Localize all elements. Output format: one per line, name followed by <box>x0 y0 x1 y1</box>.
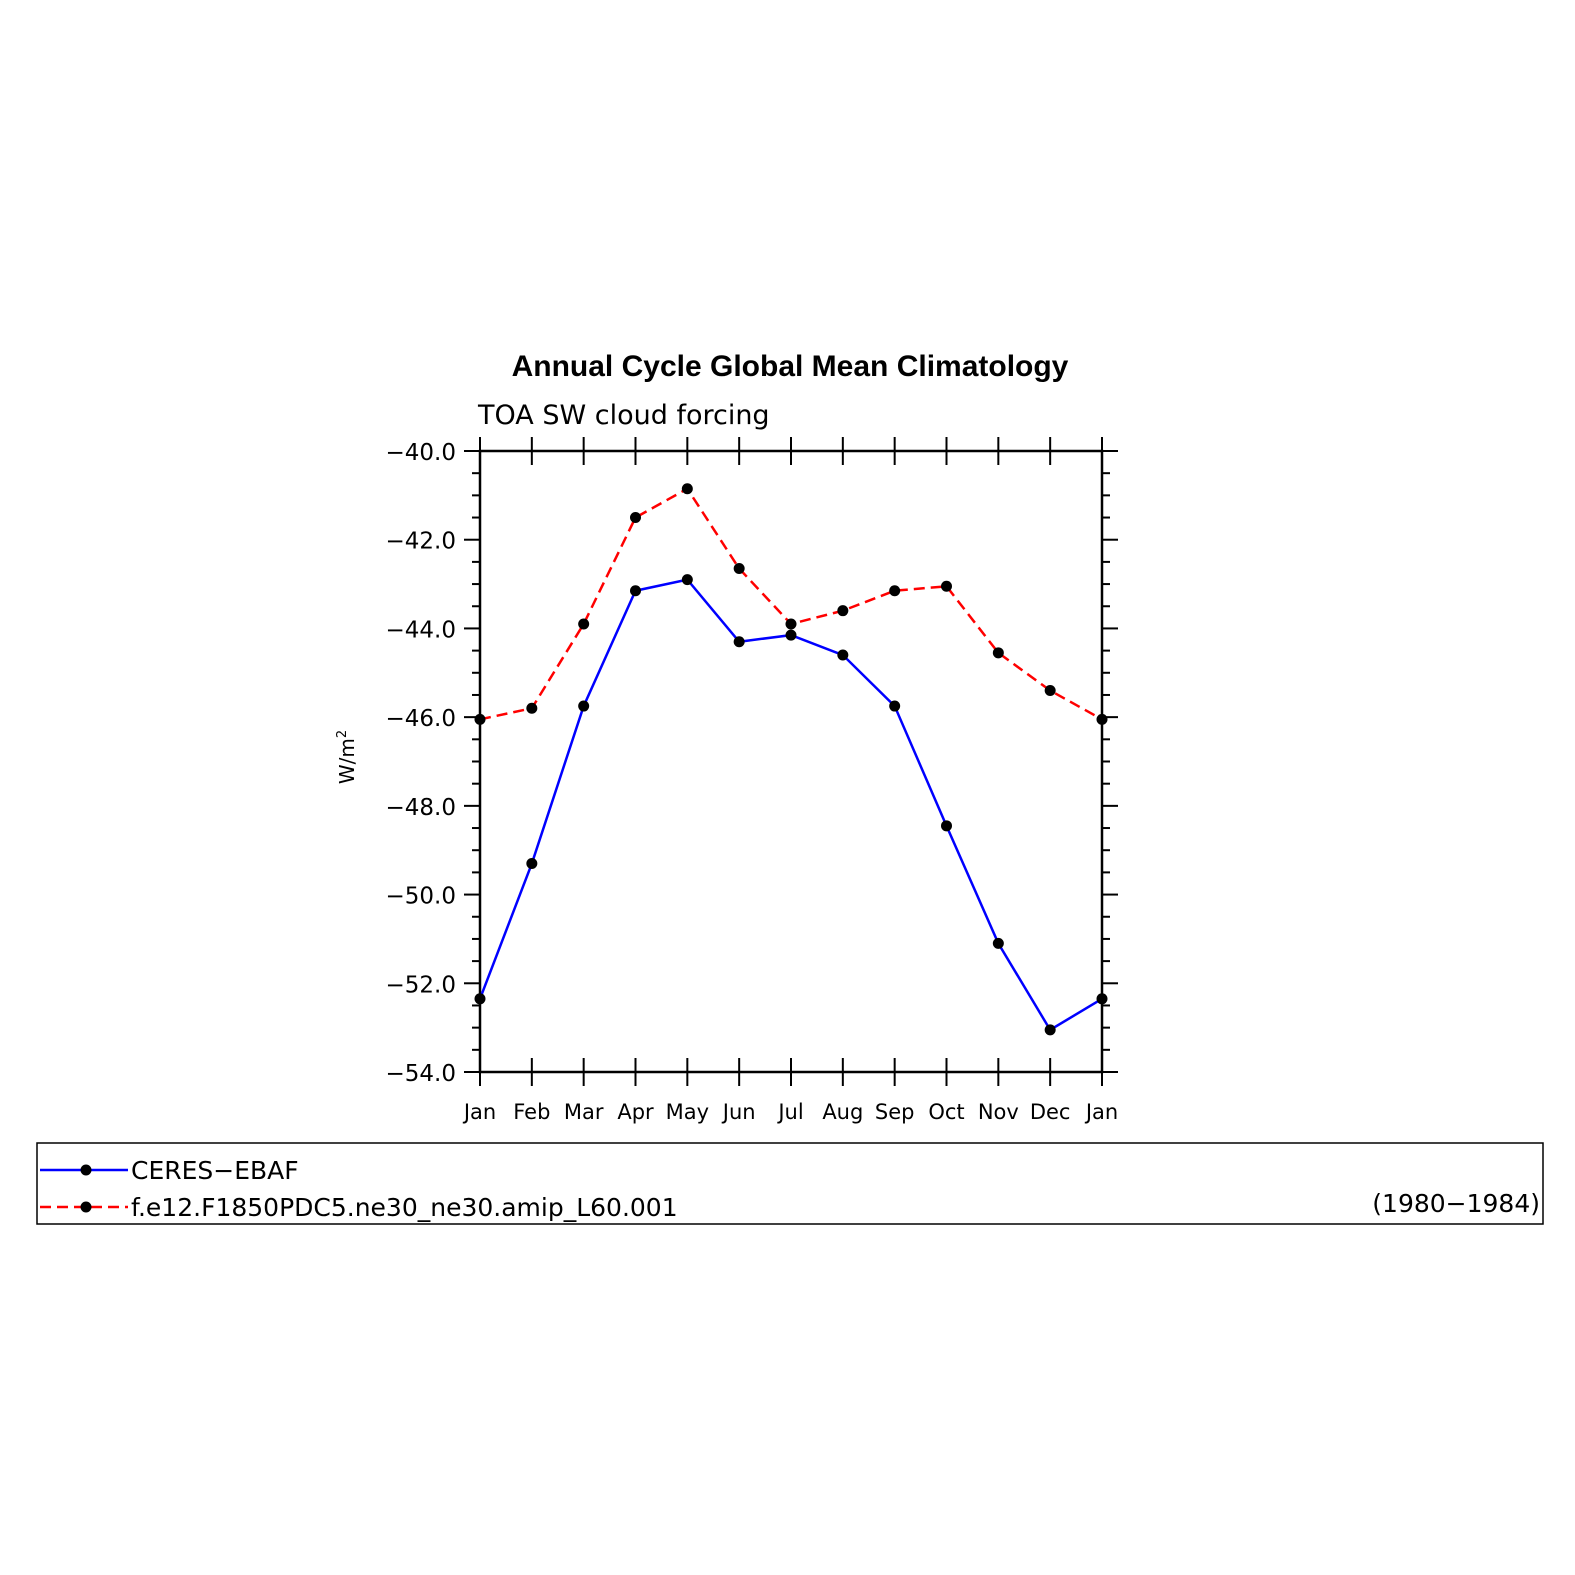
x-tick-label: Sep <box>875 1100 915 1124</box>
data-point <box>474 713 486 725</box>
series-layer <box>474 483 1108 1036</box>
data-point <box>1044 685 1056 697</box>
data-point <box>630 512 641 524</box>
y-axis-label-superscript: 2 <box>335 730 350 738</box>
x-tick-label: Jul <box>776 1100 803 1124</box>
x-tick-label: Jan <box>462 1100 496 1124</box>
legend-entries: CERES−EBAF f.e12.F1850PDC5.ne30_ne30.amip… <box>40 1156 678 1222</box>
data-point <box>1096 713 1108 725</box>
x-tick-label: Dec <box>1030 1100 1071 1124</box>
data-point <box>837 605 849 617</box>
y-tick-label: −42.0 <box>386 529 456 555</box>
chart-subtitle: TOA SW cloud forcing <box>477 400 770 431</box>
data-point <box>578 700 590 712</box>
data-point <box>992 647 1004 659</box>
y-tick-label: −52.0 <box>386 972 456 998</box>
data-point <box>681 574 693 586</box>
data-point <box>630 585 641 597</box>
y-tick-label: −48.0 <box>386 795 456 821</box>
data-point <box>837 649 849 661</box>
x-tick-label: Mar <box>564 1100 604 1124</box>
data-point <box>785 629 797 641</box>
y-tick-label: −54.0 <box>386 1061 456 1087</box>
x-tick-label: Feb <box>513 1100 550 1124</box>
data-point <box>526 858 538 870</box>
y-tick-label: −44.0 <box>386 617 456 643</box>
data-point <box>681 483 693 495</box>
data-point <box>733 563 745 575</box>
data-point <box>889 700 901 712</box>
plot-frame <box>478 449 1104 1074</box>
legend-marker <box>80 1201 92 1213</box>
chart-title: Annual Cycle Global Mean Climatology <box>512 350 1069 383</box>
y-tick-label: −50.0 <box>386 884 456 910</box>
legend-label: CERES−EBAF <box>131 1156 299 1185</box>
data-point <box>1044 1024 1056 1036</box>
x-tick-label: Apr <box>617 1100 654 1124</box>
legend-box <box>36 1142 1544 1225</box>
data-point <box>889 585 901 597</box>
x-tick-label: Oct <box>928 1100 964 1124</box>
legend-marker <box>80 1164 92 1176</box>
series-line <box>479 487 1103 721</box>
y-axis-label-text: W/m <box>335 738 359 784</box>
legend-label: f.e12.F1850PDC5.ne30_ne30.amip_L60.001 <box>131 1193 678 1222</box>
plot-axes: −40.0 −42.0 −44.0 −46.0 −48.0 −50.0 −52.0 −54.0… <box>386 437 1118 1124</box>
x-tick-label: Aug <box>822 1100 863 1124</box>
y-axis-label: W/m2 <box>335 730 359 784</box>
data-point <box>941 580 952 592</box>
data-point <box>733 636 745 648</box>
y-tick-label: −40.0 <box>386 440 456 466</box>
legend-period-label: (1980−1984) <box>1372 1189 1540 1218</box>
data-point <box>526 702 538 714</box>
data-point <box>1096 993 1108 1005</box>
y-tick-label: −46.0 <box>386 706 456 732</box>
data-point <box>785 618 797 630</box>
x-tick-label: May <box>666 1100 709 1124</box>
series-line <box>478 578 1103 1032</box>
data-point <box>992 937 1004 949</box>
legend: CERES−EBAF f.e12.F1850PDC5.ne30_ne30.amip… <box>36 1142 1544 1225</box>
data-point <box>474 993 486 1005</box>
data-point <box>941 820 952 832</box>
x-tick-label: Jan <box>1084 1100 1118 1124</box>
x-tick-label: Nov <box>978 1100 1019 1124</box>
data-point <box>578 618 590 630</box>
x-tick-label: Jun <box>721 1100 756 1124</box>
